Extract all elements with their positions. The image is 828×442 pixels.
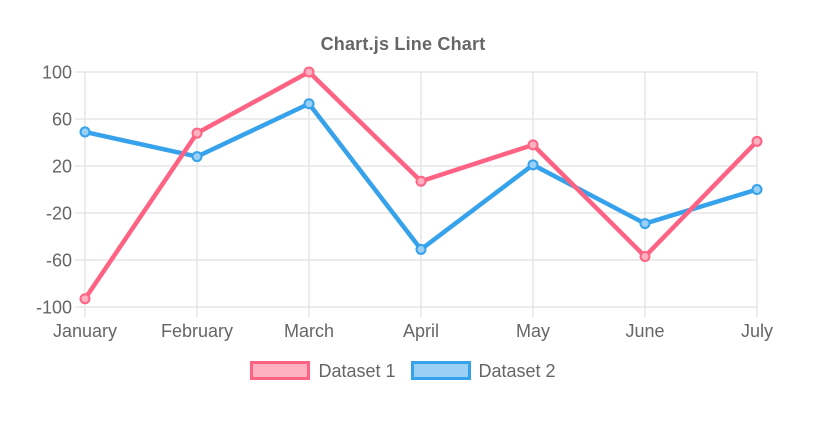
legend-item-dataset-2[interactable]: Dataset 2 bbox=[410, 360, 556, 381]
data-point-dataset-1[interactable] bbox=[639, 250, 651, 262]
data-point-dataset-1[interactable] bbox=[191, 127, 203, 139]
data-point-dataset-2[interactable] bbox=[191, 151, 203, 163]
data-point-dataset-2[interactable] bbox=[639, 218, 651, 230]
x-axis-label: January bbox=[53, 321, 117, 341]
x-axis-label: June bbox=[625, 321, 664, 341]
y-axis-label: 60 bbox=[52, 110, 72, 130]
y-axis-label: -20 bbox=[46, 204, 72, 224]
data-point-dataset-1[interactable] bbox=[79, 293, 91, 305]
data-point-dataset-1[interactable] bbox=[303, 66, 315, 78]
y-axis-label: 100 bbox=[42, 63, 72, 83]
data-point-dataset-2[interactable] bbox=[415, 243, 427, 255]
chart-title: Chart.js Line Chart bbox=[320, 34, 486, 54]
legend-swatch-dataset-2 bbox=[410, 361, 471, 380]
data-point-dataset-1[interactable] bbox=[527, 139, 539, 151]
data-point-dataset-2[interactable] bbox=[79, 126, 91, 138]
y-axis-label: -60 bbox=[46, 251, 72, 271]
data-point-dataset-2[interactable] bbox=[751, 184, 763, 195]
data-point-dataset-1[interactable] bbox=[751, 135, 763, 147]
x-axis-label: July bbox=[741, 321, 773, 341]
x-axis-label: May bbox=[516, 321, 550, 341]
x-axis-label: March bbox=[284, 321, 334, 341]
legend-swatch-dataset-1 bbox=[250, 361, 311, 380]
legend-item-dataset-1[interactable]: Dataset 1 bbox=[250, 360, 396, 381]
y-axis-label: -100 bbox=[36, 298, 72, 318]
legend-label-dataset-1: Dataset 1 bbox=[318, 360, 396, 381]
chart-legend: Dataset 1 Dataset 2 bbox=[0, 361, 817, 380]
data-point-dataset-2[interactable] bbox=[303, 98, 315, 110]
data-point-dataset-2[interactable] bbox=[527, 159, 539, 171]
x-axis-label: February bbox=[161, 321, 233, 341]
data-point-dataset-1[interactable] bbox=[415, 175, 427, 187]
legend-label-dataset-2: Dataset 2 bbox=[478, 360, 556, 381]
y-axis-label: 20 bbox=[52, 157, 72, 177]
x-axis-label: April bbox=[403, 321, 439, 341]
